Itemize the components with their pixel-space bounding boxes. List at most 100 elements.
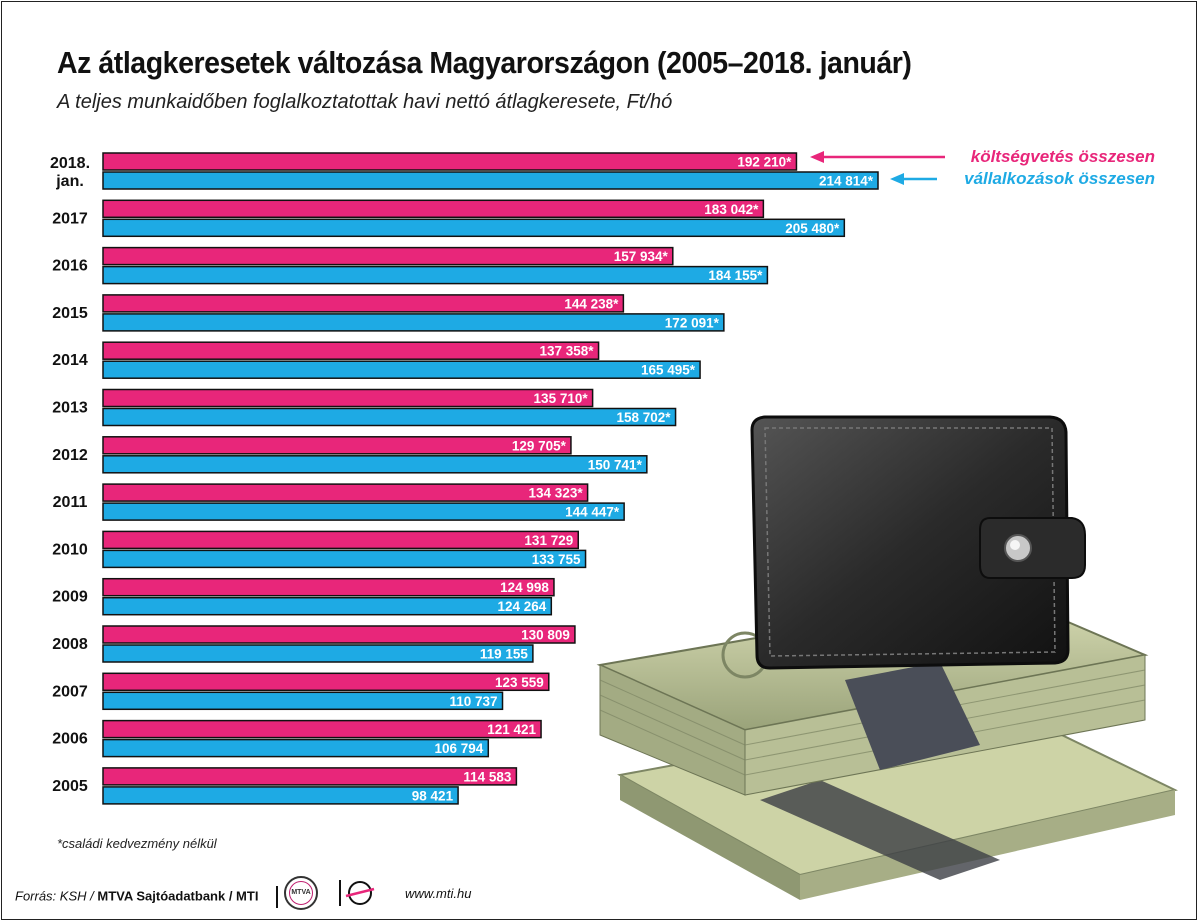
bar-vallalkozasok [102, 596, 553, 616]
data-label: 135 710* [534, 391, 589, 406]
data-label: 192 210* [737, 155, 792, 170]
category-label-line: 2013 [52, 400, 88, 417]
category-label-line: 2005 [52, 778, 88, 795]
category-label-line: 2017 [52, 210, 88, 227]
website-url: www.mti.hu [405, 886, 472, 901]
source-prefix: Forrás: KSH / [15, 888, 94, 904]
data-label: 119 155 [480, 647, 529, 662]
bar-vallalkozasok [102, 549, 587, 569]
data-label: 144 238* [564, 296, 619, 311]
bar-vallalkozasok [102, 218, 846, 238]
data-label: 183 042* [704, 202, 759, 217]
data-label: 98 421 [412, 788, 454, 803]
category-label: 2016 [52, 258, 88, 275]
data-label: 121 421 [487, 722, 536, 737]
bar-vallalkozasok [102, 691, 504, 711]
legend-group: költségvetés összesen vállalkozások össze… [810, 147, 1155, 188]
bar-vallalkozasok [102, 786, 459, 805]
category-label-line: 2010 [52, 541, 88, 558]
data-label: 114 583 [463, 769, 512, 784]
category-label: 2010 [52, 541, 88, 558]
source-bold: MTVA Sajtóadatbank / MTI [97, 888, 259, 904]
bar-vallalkozasok [102, 738, 490, 758]
data-label: 134 323* [529, 486, 584, 501]
data-label: 106 794 [434, 741, 483, 756]
data-label: 130 809 [521, 628, 570, 643]
category-label: 2017 [52, 210, 88, 227]
category-label-line: 2008 [52, 636, 88, 653]
bar-koltsegvetes [102, 483, 589, 502]
category-label: 2015 [52, 305, 88, 322]
bar-vallalkozasok [102, 171, 879, 190]
category-label: 2013 [52, 400, 88, 417]
bar-koltsegvetes [102, 625, 576, 644]
bar-vallalkozasok [102, 313, 725, 332]
bar-koltsegvetes [102, 341, 600, 360]
bar-koltsegvetes [102, 294, 625, 313]
data-label: 158 702* [616, 410, 671, 425]
data-label: 129 705* [512, 438, 567, 453]
separator [276, 886, 279, 908]
data-label: 133 755 [532, 552, 581, 567]
bar-vallalkozasok [102, 502, 625, 521]
category-label-line: 2012 [52, 447, 88, 464]
bar-koltsegvetes [102, 436, 572, 455]
footnote: *családi kedvezmény nélkül [57, 836, 217, 851]
chart-title: Az átlagkeresetek változása Magyarország… [57, 45, 912, 80]
data-label: 137 358* [539, 344, 594, 359]
category-label: 2014 [52, 352, 88, 369]
bar-vallalkozasok [102, 265, 769, 285]
bar-koltsegvetes [102, 577, 555, 597]
data-label: 205 480* [785, 221, 840, 236]
mti-logo-icon [339, 880, 375, 906]
data-label: 144 447* [565, 505, 620, 520]
category-label-line: 2018. [50, 155, 90, 172]
source-line: Forrás: KSH / MTVA Sajtóadatbank / MTI [15, 886, 290, 908]
data-label: 123 559 [495, 675, 544, 690]
category-label: 2018. jan. [50, 155, 90, 190]
legend-arrow-head [810, 151, 824, 163]
data-label: 214 814* [819, 174, 874, 189]
bar-vallalkozasok [102, 360, 701, 379]
category-label: 2005 [52, 778, 88, 795]
bar-koltsegvetes [102, 388, 594, 408]
bar-vallalkozasok [102, 644, 534, 663]
wallet-and-money-illustration [596, 415, 1178, 900]
category-label: 2008 [52, 636, 88, 653]
category-label: 2011 [53, 494, 88, 511]
category-label-line: 2016 [52, 258, 88, 275]
data-label: 157 934* [614, 249, 669, 264]
data-label: 124 998 [500, 580, 549, 595]
category-label: 2006 [52, 731, 88, 748]
category-label-line: 2014 [52, 352, 88, 369]
mtva-logo: MTVA [284, 876, 318, 910]
category-label-line: 2007 [52, 683, 88, 700]
data-label: 172 091* [665, 315, 720, 330]
category-label-line: 2011 [53, 494, 88, 511]
bar-koltsegvetes [102, 530, 579, 550]
category-label-line: 2009 [52, 589, 88, 606]
category-label: 2009 [52, 589, 88, 606]
legend-label: vállalkozások összesen [964, 169, 1155, 188]
bar-koltsegvetes [102, 246, 674, 266]
data-label: 131 729 [524, 533, 573, 548]
bar-koltsegvetes [102, 199, 765, 219]
data-label: 150 741* [588, 457, 643, 472]
bar-koltsegvetes [102, 767, 518, 786]
legend-arrow-head [890, 173, 904, 185]
category-label: 2012 [52, 447, 88, 464]
bar-vallalkozasok [102, 455, 648, 474]
data-label: 165 495* [641, 363, 696, 378]
bar-koltsegvetes [102, 672, 550, 692]
bar-koltsegvetes [102, 719, 542, 739]
bar-koltsegvetes [102, 152, 798, 171]
data-label: 110 737 [449, 694, 497, 709]
category-label-line: 2015 [52, 305, 88, 322]
bar-vallalkozasok [102, 407, 677, 427]
data-label: 184 155* [708, 268, 763, 283]
chart-subtitle: A teljes munkaidőben foglalkoztatottak h… [57, 91, 673, 113]
category-label: 2007 [52, 683, 88, 700]
category-label-line: jan. [55, 173, 84, 190]
